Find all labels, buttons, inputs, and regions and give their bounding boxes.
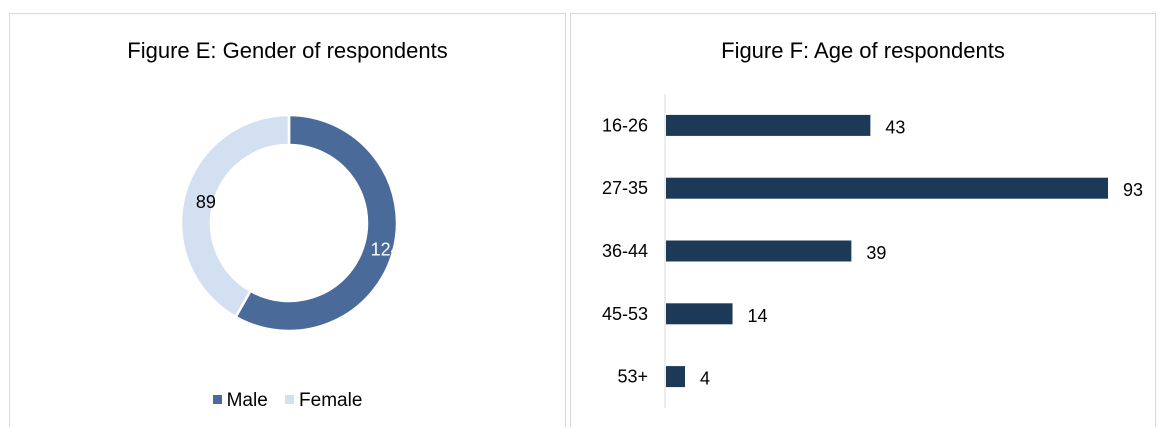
bar-45-53 <box>666 303 733 325</box>
gender-legend: Male Female <box>10 390 565 412</box>
gender-chart-title: Figure E: Gender of respondents <box>127 38 448 63</box>
gender-donut-chart: 124 89 <box>179 113 401 333</box>
age-chart-title: Figure F: Age of respondents <box>721 38 1005 63</box>
age-chart-panel: Figure F: Age of respondents 16-26 43 27-3… <box>570 13 1156 427</box>
bar-53+ <box>666 366 686 388</box>
bar-value-label: 43 <box>885 117 905 137</box>
bar-36-44 <box>666 240 852 262</box>
legend-swatch-female <box>285 395 295 404</box>
age-bar-chart: 16-26 43 27-35 93 36-44 39 45-53 14 53+ 4 <box>602 94 1143 408</box>
bar-value-label: 4 <box>700 369 710 389</box>
donut-slice-female <box>179 113 291 319</box>
bar-16-26 <box>666 114 871 136</box>
bar-27-35 <box>666 177 1108 199</box>
legend-item-male: Male <box>212 390 268 412</box>
gender-chart-panel: Figure E: Gender of respondents 124 89 Ma… <box>9 13 566 427</box>
legend-label-male: Male <box>226 390 268 411</box>
category-label: 27-35 <box>602 178 648 198</box>
legend-item-female: Female <box>285 390 362 412</box>
category-label: 36-44 <box>602 241 648 261</box>
bar-value-label: 39 <box>866 243 886 263</box>
category-label: 45-53 <box>602 304 648 324</box>
donut-label-female: 89 <box>196 192 216 212</box>
legend-label-female: Female <box>299 390 363 411</box>
legend-swatch-male <box>212 395 222 404</box>
donut-label-male: 124 <box>371 240 401 260</box>
bar-value-label: 14 <box>748 306 768 326</box>
bar-value-label: 93 <box>1123 180 1143 200</box>
category-label: 16-26 <box>602 115 648 135</box>
category-label: 53+ <box>617 367 648 387</box>
donut-slice-male <box>233 113 399 333</box>
